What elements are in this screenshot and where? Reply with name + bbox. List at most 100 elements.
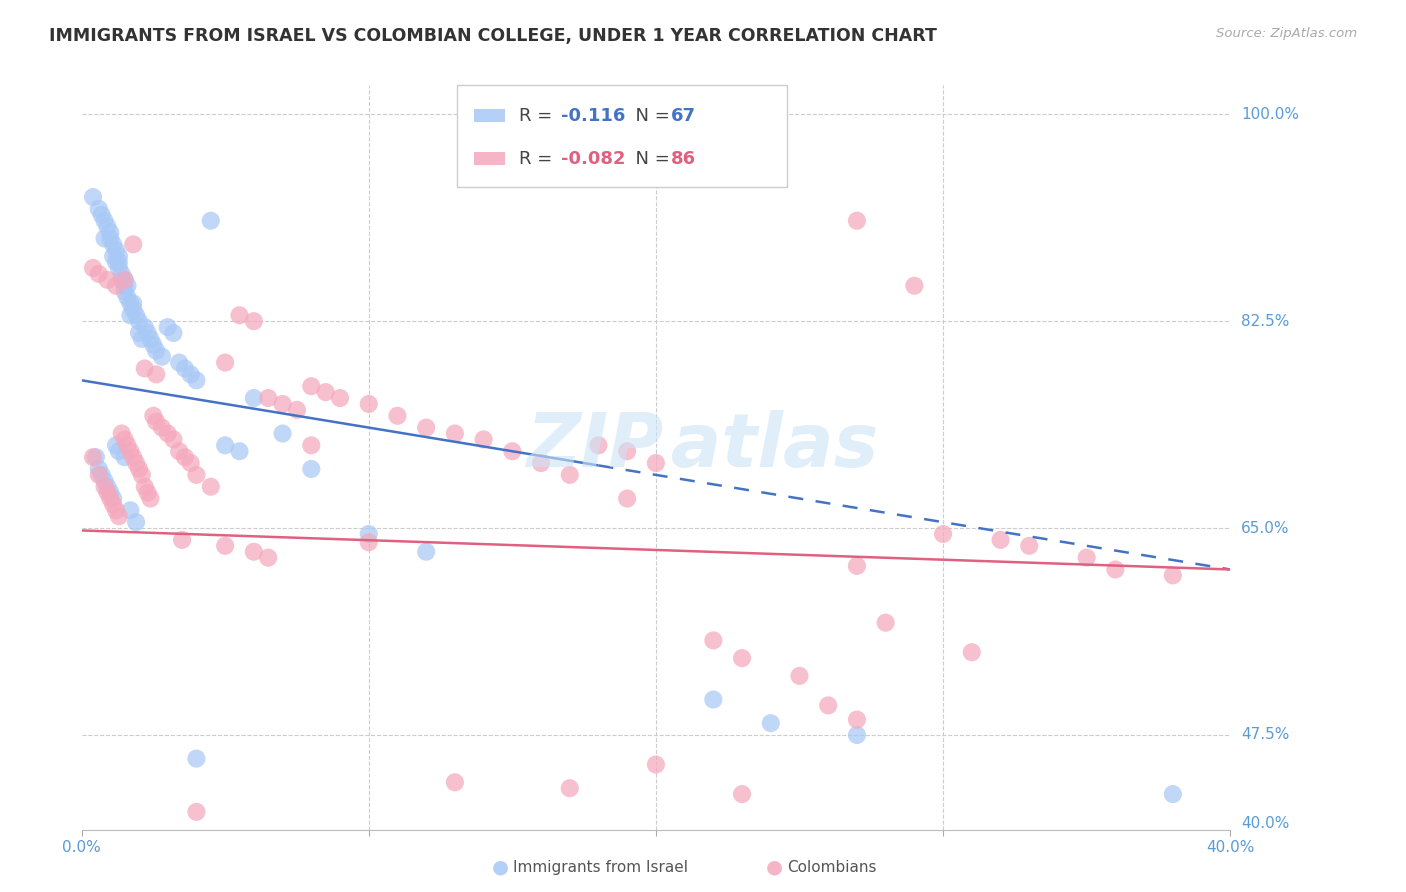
Point <box>114 285 136 299</box>
Point <box>167 355 190 369</box>
Point <box>93 231 115 245</box>
Point <box>243 314 266 328</box>
Point <box>444 775 467 789</box>
Point <box>93 213 115 227</box>
Point <box>117 291 139 305</box>
Point <box>588 438 610 452</box>
Text: -0.116: -0.116 <box>561 106 626 125</box>
Point <box>111 426 134 441</box>
Point <box>299 438 322 452</box>
Point <box>96 480 118 494</box>
Point <box>214 539 236 553</box>
Point <box>257 391 280 405</box>
Point <box>1076 550 1098 565</box>
Point <box>162 326 184 340</box>
Point <box>558 467 581 482</box>
Point <box>167 444 190 458</box>
Point <box>501 444 523 458</box>
Point <box>108 255 131 269</box>
Point <box>156 426 179 441</box>
Point <box>162 433 184 447</box>
Point <box>98 485 121 500</box>
Point <box>315 385 337 400</box>
Point <box>114 433 136 447</box>
Point <box>145 415 167 429</box>
Point <box>96 485 118 500</box>
Point <box>105 244 128 258</box>
Point <box>186 805 208 819</box>
Point <box>214 355 236 369</box>
Point <box>271 426 294 441</box>
Point <box>903 278 925 293</box>
Point <box>932 527 955 541</box>
Text: ZIP atlas: ZIP atlas <box>527 409 879 483</box>
Point <box>96 273 118 287</box>
Point <box>128 326 150 340</box>
Point <box>285 402 308 417</box>
Text: 40.0%: 40.0% <box>1241 816 1289 831</box>
Point <box>472 433 495 447</box>
Point <box>82 450 104 464</box>
Point <box>101 498 124 512</box>
Point <box>136 485 159 500</box>
Text: Source: ZipAtlas.com: Source: ZipAtlas.com <box>1216 27 1357 40</box>
Point <box>111 267 134 281</box>
Point <box>228 444 250 458</box>
Point <box>415 420 437 434</box>
Point <box>200 480 222 494</box>
Point <box>90 208 112 222</box>
Point <box>122 237 145 252</box>
Point <box>117 438 139 452</box>
Point <box>616 444 638 458</box>
Point <box>530 456 553 470</box>
Point <box>702 633 724 648</box>
Point <box>243 391 266 405</box>
Text: 100.0%: 100.0% <box>1241 107 1299 122</box>
Point <box>105 503 128 517</box>
Text: 65.0%: 65.0% <box>1241 521 1289 535</box>
Point <box>117 278 139 293</box>
Point <box>759 716 782 731</box>
Point <box>415 545 437 559</box>
Text: 47.5%: 47.5% <box>1241 728 1289 742</box>
Text: -0.082: -0.082 <box>561 150 626 168</box>
Point <box>84 450 107 464</box>
Point <box>200 213 222 227</box>
Point <box>101 491 124 506</box>
Point <box>142 409 165 423</box>
Point <box>139 491 162 506</box>
Point <box>150 420 173 434</box>
Point <box>357 535 380 549</box>
Point <box>644 456 668 470</box>
Point <box>134 361 156 376</box>
Point <box>180 368 202 382</box>
Point <box>558 781 581 796</box>
Point <box>128 314 150 328</box>
Point <box>134 320 156 334</box>
Text: ●: ● <box>766 857 783 877</box>
Point <box>186 467 208 482</box>
Point <box>82 260 104 275</box>
Point <box>731 787 754 801</box>
Point <box>93 474 115 488</box>
Point <box>990 533 1012 547</box>
Point <box>186 751 208 765</box>
Point <box>114 273 136 287</box>
Point <box>108 249 131 263</box>
Point <box>1104 562 1126 576</box>
Point <box>644 757 668 772</box>
Point <box>875 615 897 630</box>
Point <box>616 491 638 506</box>
Point <box>444 426 467 441</box>
Point <box>98 491 121 506</box>
Point <box>845 558 868 573</box>
Point <box>357 397 380 411</box>
Point <box>125 515 148 529</box>
Point <box>96 219 118 234</box>
Point <box>702 692 724 706</box>
Point <box>139 332 162 346</box>
Text: N =: N = <box>624 150 676 168</box>
Point <box>93 480 115 494</box>
Text: ●: ● <box>492 857 509 877</box>
Point <box>120 308 142 322</box>
